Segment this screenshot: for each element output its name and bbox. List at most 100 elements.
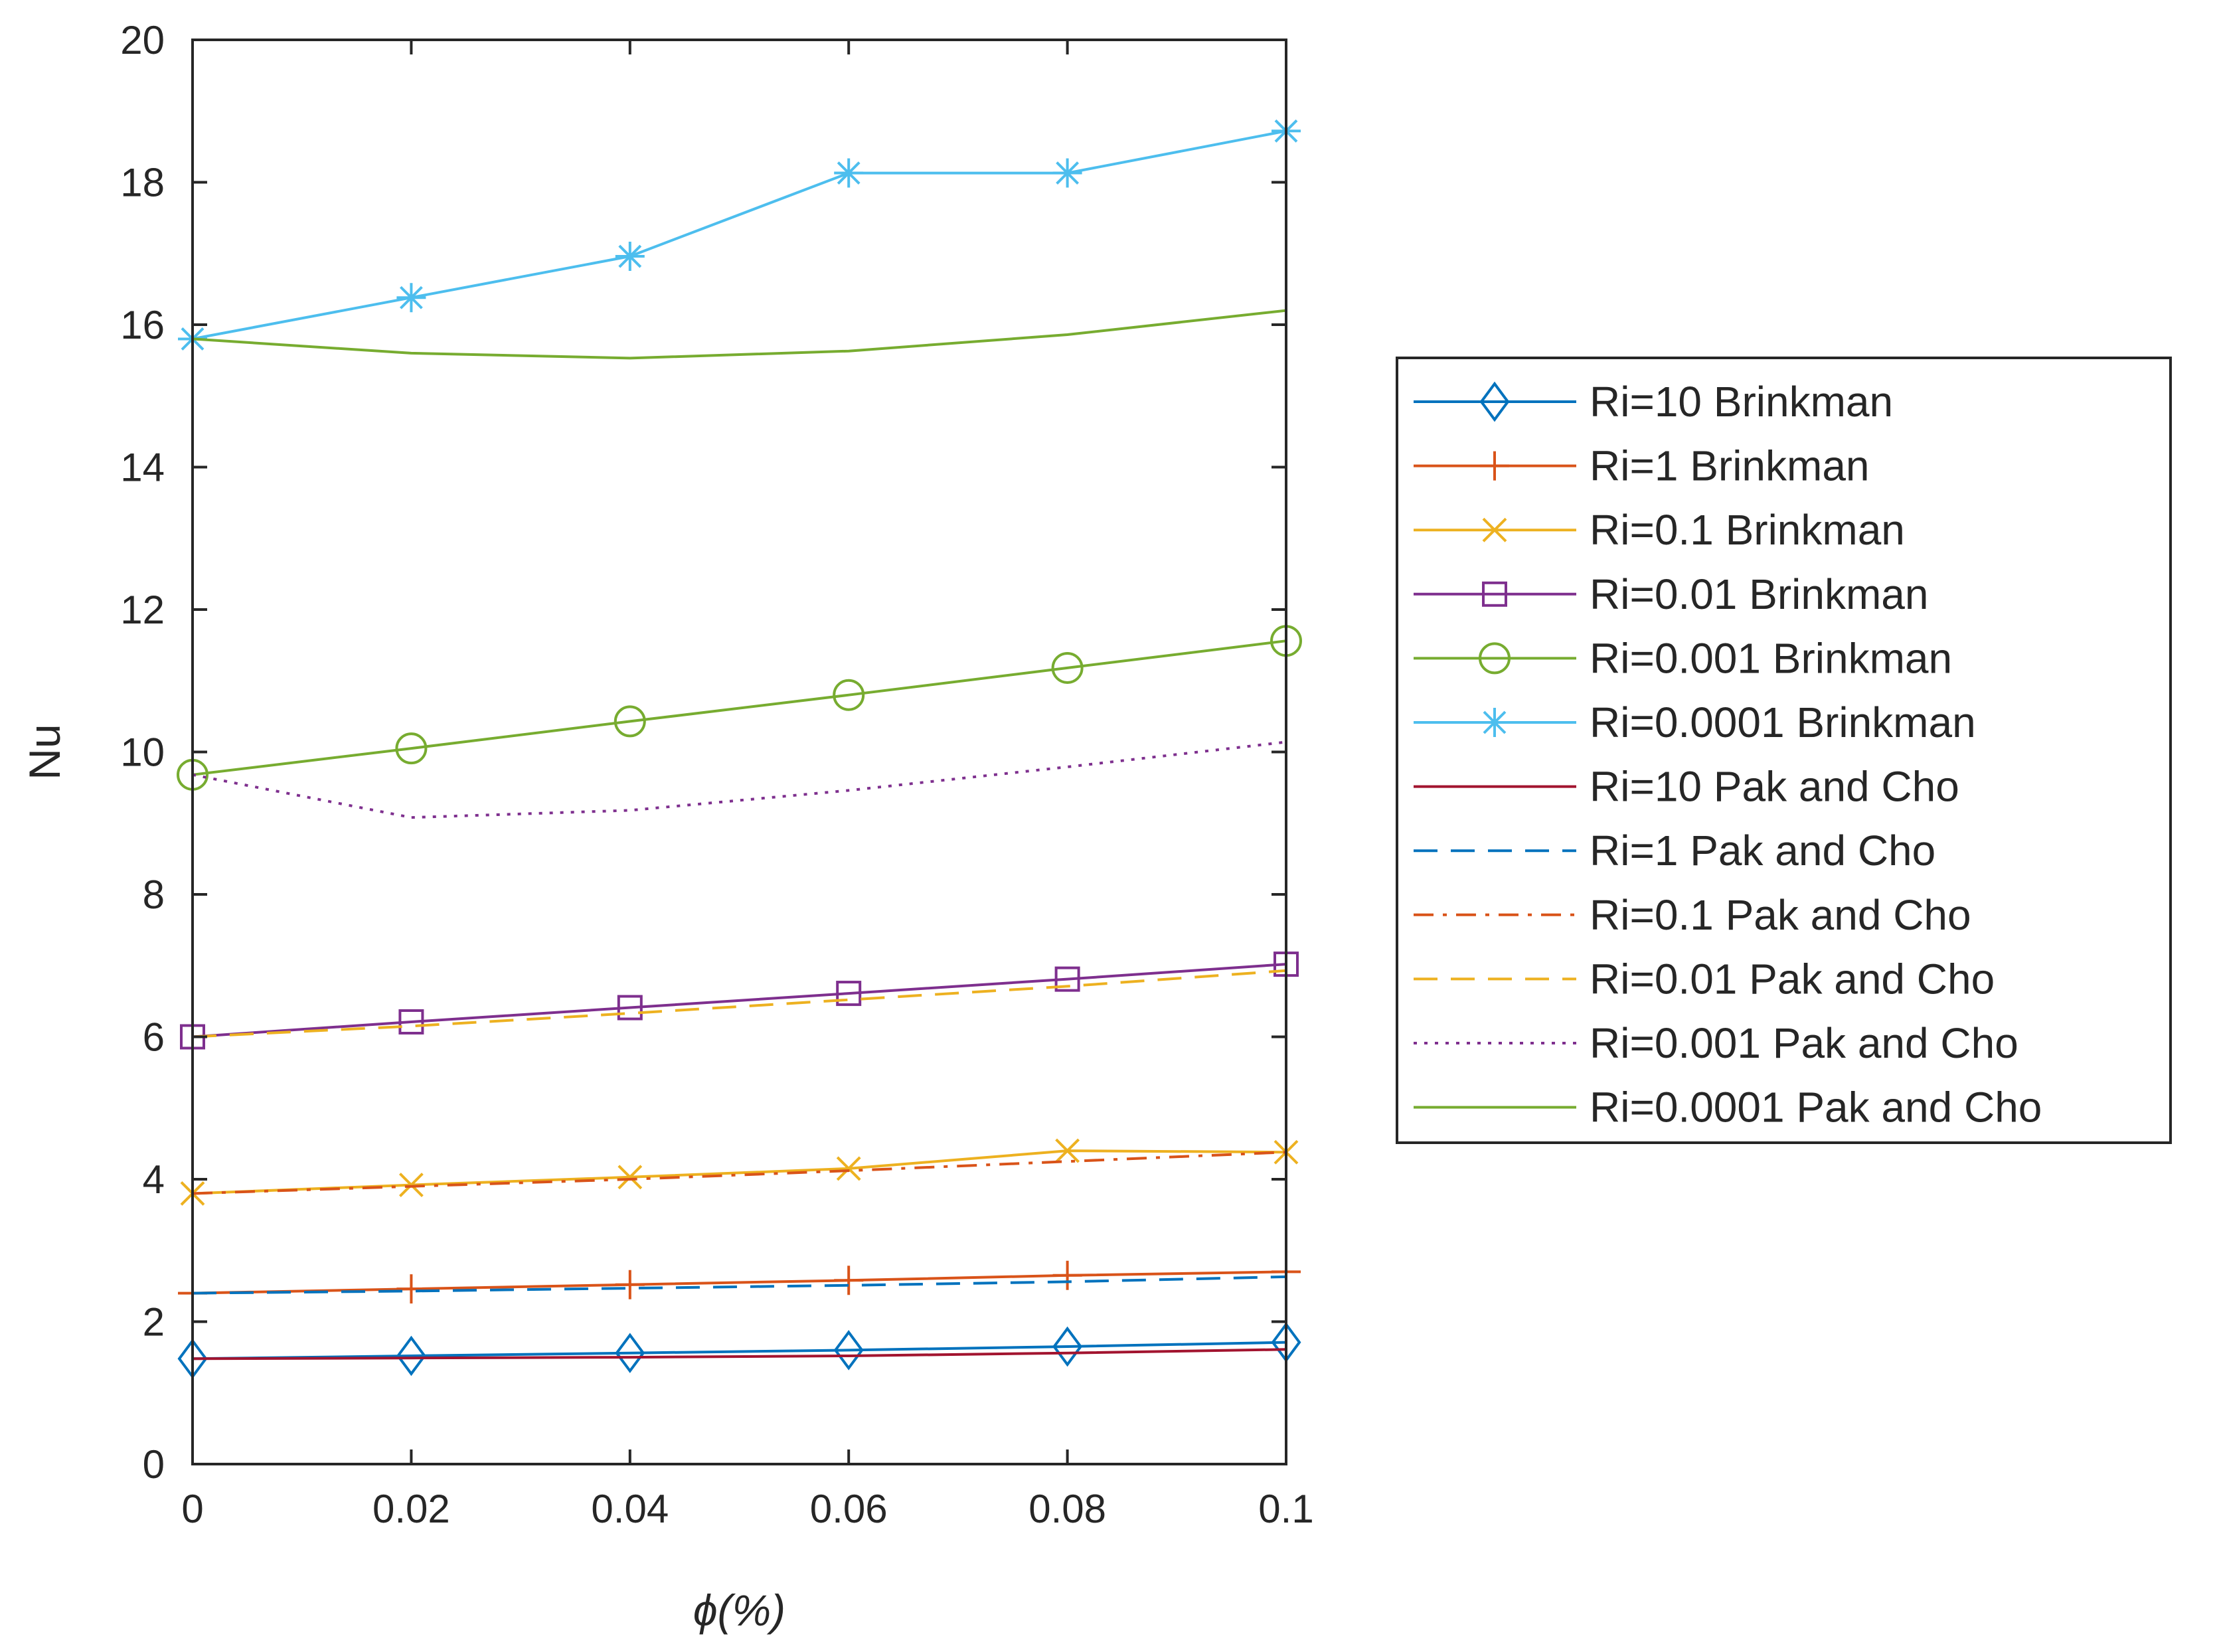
legend-label: Ri=0.01 Pak and Cho: [1590, 955, 1995, 1003]
legend-entry: Ri=0.01 Brinkman: [1414, 570, 1928, 618]
series-9: [192, 1151, 1287, 1195]
series-4: [180, 951, 1299, 1050]
series-line: [192, 639, 1287, 776]
legend-marker: [1479, 381, 1510, 422]
legend-label: Ri=1 Pak and Cho: [1590, 827, 1935, 874]
x-tick-label: 0: [181, 1487, 203, 1531]
data-point: [836, 981, 862, 1007]
series-5: [177, 625, 1302, 791]
series-6: [178, 116, 1301, 354]
series-1: [177, 1322, 1301, 1379]
legend-marker: [1482, 517, 1507, 542]
series-line: [192, 740, 1287, 819]
series-line: [192, 129, 1287, 341]
y-tick-label: 0: [143, 1442, 165, 1487]
series-line: [192, 969, 1287, 1038]
series-12: [192, 309, 1287, 360]
data-point: [1054, 966, 1080, 992]
legend-label: Ri=0.1 Brinkman: [1590, 506, 1905, 554]
legend-entry: Ri=1 Brinkman: [1414, 442, 1870, 490]
legend: Ri=10 Brinkman Ri=1 Brinkman Ri=0.1 Brinkm…: [1396, 357, 2172, 1144]
data-point: [396, 1274, 426, 1304]
y-tick-label: 12: [120, 588, 165, 632]
legend-marker: [1480, 708, 1509, 737]
data-point: [1051, 651, 1084, 684]
series-line: [192, 309, 1287, 360]
data-point: [615, 1270, 645, 1299]
series-11: [192, 740, 1287, 819]
data-point: [395, 732, 428, 765]
legend-entry: Ri=0.1 Pak and Cho: [1414, 891, 1971, 939]
legend-label: Ri=10 Brinkman: [1590, 378, 1893, 426]
legend-label: Ri=0.01 Brinkman: [1590, 570, 1928, 618]
legend-marker: [1480, 451, 1509, 481]
series-line: [192, 1348, 1287, 1361]
legend-label: Ri=0.001 Pak and Cho: [1590, 1019, 2018, 1067]
y-tick-label: 20: [120, 18, 165, 62]
data-point: [398, 1173, 424, 1197]
data-point: [834, 1266, 864, 1295]
y-tick-label: 2: [143, 1300, 165, 1345]
series-8: [192, 1275, 1287, 1295]
legend-label: Ri=0.1 Pak and Cho: [1590, 891, 1971, 939]
legend-entry: Ri=10 Pak and Cho: [1414, 763, 1959, 811]
data-point: [615, 242, 645, 272]
legend-marker: [1482, 581, 1507, 607]
series-line: [192, 1149, 1287, 1195]
x-tick-label: 0.04: [591, 1487, 669, 1531]
series-line: [192, 1275, 1287, 1295]
legend-label: Ri=0.0001 Brinkman: [1590, 699, 1976, 746]
legend-entry: Ri=0.0001 Pak and Cho: [1414, 1084, 2042, 1131]
series-line: [192, 1341, 1287, 1361]
legend-label: Ri=0.001 Brinkman: [1590, 634, 1952, 682]
legend-entry: Ri=10 Brinkman: [1414, 378, 1893, 426]
y-tick-label: 14: [120, 446, 165, 490]
series-3: [180, 1138, 1299, 1206]
plot-area: [177, 116, 1302, 1379]
legend-label: Ri=1 Brinkman: [1590, 442, 1870, 490]
data-point: [396, 1335, 426, 1376]
data-point: [396, 283, 426, 313]
x-tick-label: 0.08: [1028, 1487, 1106, 1531]
y-tick-label: 8: [143, 872, 165, 917]
data-point: [836, 1156, 861, 1181]
series-line: [192, 1270, 1287, 1295]
x-tick-label: 0.1: [1258, 1487, 1313, 1531]
legend-entry: Ri=0.001 Brinkman: [1414, 634, 1952, 682]
legend-entry: Ri=0.001 Pak and Cho: [1414, 1019, 2018, 1067]
legend-label: Ri=0.0001 Pak and Cho: [1590, 1084, 2042, 1131]
data-point: [614, 705, 646, 738]
data-point: [615, 1333, 645, 1374]
y-tick-label: 4: [143, 1157, 165, 1202]
data-point: [833, 1330, 864, 1370]
data-point: [1055, 1138, 1080, 1163]
x-axis-label: ϕ(%): [693, 1586, 785, 1635]
legend-label: Ri=10 Pak and Cho: [1590, 763, 1959, 811]
series-7: [192, 1348, 1287, 1361]
y-tick-label: 16: [120, 303, 165, 347]
data-point: [1052, 158, 1082, 188]
y-axis-label: Nu: [20, 724, 69, 780]
legend-entry: Ri=0.1 Brinkman: [1414, 506, 1905, 554]
data-point: [1052, 1326, 1083, 1367]
data-point: [833, 679, 865, 711]
plot-frame: [191, 39, 1287, 1465]
data-point: [1052, 1260, 1082, 1290]
x-tick-label: 0.02: [372, 1487, 450, 1531]
y-tick-label: 6: [143, 1015, 165, 1060]
legend-entry: Ri=1 Pak and Cho: [1414, 827, 1935, 874]
x-tick-label: 0.06: [810, 1487, 888, 1531]
data-point: [834, 158, 864, 188]
legend-box: [1396, 357, 2172, 1144]
legend-entry: Ri=0.0001 Brinkman: [1414, 699, 1976, 746]
data-point: [398, 1009, 424, 1034]
series-2: [178, 1257, 1301, 1308]
series-10: [192, 969, 1287, 1038]
y-tick-label: 10: [120, 730, 165, 775]
legend-entry: Ri=0.01 Pak and Cho: [1414, 955, 1995, 1003]
series-line: [192, 1151, 1287, 1195]
axes: 0 0.02 0.04 0.06 0.08 0.1 0 2 4 6 8 10 12 14 16 18 20: [120, 18, 1313, 1531]
data-point: [617, 995, 643, 1021]
y-tick-label: 18: [120, 161, 165, 205]
data-point: [617, 1165, 643, 1190]
